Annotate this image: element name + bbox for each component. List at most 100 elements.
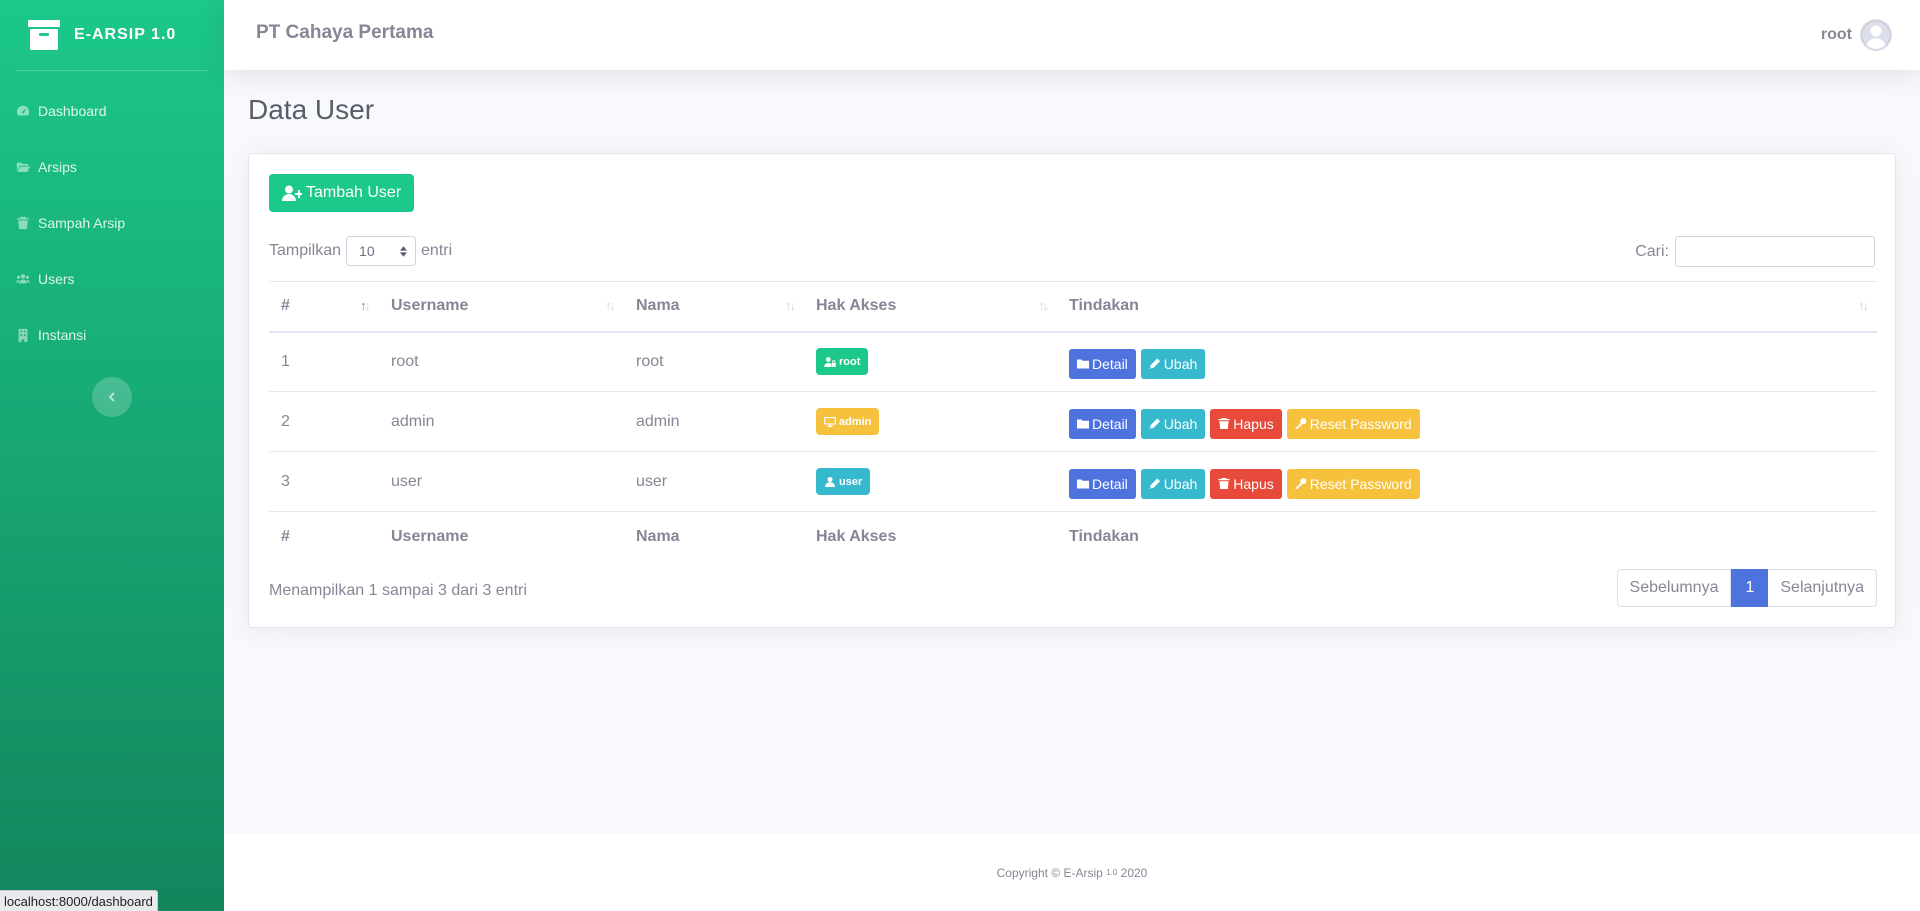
column-header-hak-akses[interactable]: Hak Akses ↑↓ [804,281,1057,333]
footer-header-tindakan: Tindakan [1057,511,1877,562]
reset-password-button[interactable]: Reset Password [1286,408,1420,439]
page-title: Data User [248,94,375,125]
key-icon [1295,478,1307,489]
table-row: 3 user user user Detail Ubah Hapus [269,451,1877,512]
folder-icon [1077,479,1089,489]
pencil-icon [1149,358,1160,370]
table-footer-row: # Username Nama Hak Akses Tindakan [269,511,1877,562]
column-header-nama[interactable]: Nama ↑↓ [624,281,804,333]
sidebar-nav: Dashboard Arsips Sampah Arsip Users Inst… [0,83,224,363]
browser-status-bar: localhost:8000/dashboard [0,890,158,911]
key-icon [1295,418,1307,429]
edit-button[interactable]: Ubah [1140,408,1206,439]
table-row: 2 admin admin admin Detail Ubah Hapus [269,391,1877,452]
folder-icon [1077,359,1089,369]
column-header-label: Tindakan [1069,297,1139,315]
trash-icon [1218,418,1230,429]
brand-title: E-ARSIP 1.0 [74,26,177,43]
detail-label: Detail [1092,475,1128,492]
sidebar-item-label: Instansi [38,327,87,343]
user-avatar-icon [1860,19,1892,51]
sidebar-item-arsips[interactable]: Arsips [0,139,224,195]
column-header-label: # [281,297,290,315]
cell-actions: Detail Ubah [1057,332,1877,392]
cell-actions: Detail Ubah Hapus Reset Password [1057,391,1877,452]
company-name: PT Cahaya Pertama [256,22,434,43]
copyright-text: Copyright © E-Arsip [996,865,1103,880]
pagination-prev-button[interactable]: Sebelumnya [1616,569,1732,607]
length-prefix: Tampilkan [269,242,342,259]
cell-nama: user [624,451,804,512]
table-header-row: # ↑↓ Username ↑↓ Nama ↑↓ Hak Akses ↑↓ Tindak… [269,281,1877,333]
entries-select-value: 10 [359,243,375,259]
user-lock-icon [824,356,836,367]
cell-actions: Detail Ubah Hapus Reset Password [1057,451,1877,512]
column-header-label: Nama [636,297,680,315]
delete-button[interactable]: Hapus [1210,408,1282,439]
desktop-icon [824,416,836,427]
folder-open-icon [16,162,30,172]
sidebar-item-instansi[interactable]: Instansi [0,307,224,363]
sort-icon: ↑↓ [605,298,616,313]
role-badge-label: root [839,355,861,368]
users-icon [16,274,30,284]
search-input[interactable] [1675,236,1875,267]
sidebar-item-label: Arsips [38,159,77,175]
footer-header-nama: Nama [624,511,804,562]
edit-label: Ubah [1163,475,1198,492]
avatar [1860,19,1892,51]
entries-length: Tampilkan 10 entri [269,236,452,266]
detail-button[interactable]: Detail [1069,408,1136,439]
sidebar-divider [16,70,208,71]
add-user-button[interactable]: Tambah User [269,174,415,212]
cell-username: root [391,352,419,370]
sort-icon: ↑↓ [785,298,796,313]
footer-header-number: # [269,511,379,562]
chevron-left-icon [108,392,115,402]
detail-label: Detail [1092,355,1128,372]
table-info: Menampilkan 1 sampai 3 dari 3 entri [269,582,527,599]
role-badge-root: root [816,348,869,376]
table-search: Cari: [1635,236,1875,267]
column-header-number[interactable]: # ↑↓ [269,281,379,333]
detail-button[interactable]: Detail [1069,348,1136,379]
footer-header-username: Username [379,511,624,562]
sort-icon: ↑↓ [1858,298,1869,313]
column-header-username[interactable]: Username ↑↓ [379,281,624,333]
user-icon [825,476,835,487]
length-suffix: entri [421,242,453,259]
archive-icon [28,20,60,50]
sidebar-item-dashboard[interactable]: Dashboard [0,83,224,139]
brand-link[interactable]: E-ARSIP 1.0 [0,0,224,70]
role-badge-label: admin [839,415,872,428]
select-arrows-icon [400,245,408,257]
cell-number: 3 [269,451,379,512]
cell-nama: root [636,352,664,370]
edit-button[interactable]: Ubah [1140,348,1206,379]
column-header-tindakan[interactable]: Tindakan ↑↓ [1057,281,1877,333]
sidebar-toggle-button[interactable] [92,377,132,417]
user-name: root [1820,26,1852,43]
delete-button[interactable]: Hapus [1210,468,1282,499]
edit-button[interactable]: Ubah [1140,468,1206,499]
sidebar-item-label: Dashboard [38,103,107,119]
sidebar-item-users[interactable]: Users [0,251,224,307]
copyright-year: 2020 [1120,865,1148,880]
main-content: Data User Tambah User Tampilkan 10 entri… [224,70,1920,628]
pagination-next-button[interactable]: Selanjutnya [1768,569,1877,607]
sidebar: E-ARSIP 1.0 Dashboard Arsips Sampah Arsi… [0,0,224,911]
entries-select[interactable]: 10 [346,236,417,266]
reset-password-button[interactable]: Reset Password [1286,468,1420,499]
pagination-page-button[interactable]: 1 [1731,569,1769,607]
detail-button[interactable]: Detail [1069,468,1136,499]
cell-hak-akses: user [804,451,1057,512]
cell-hak-akses: admin [804,391,1057,452]
trash-icon [1218,478,1230,489]
sidebar-item-sampah-arsip[interactable]: Sampah Arsip [0,195,224,251]
reset-password-label: Reset Password [1309,415,1412,432]
copyright-version: 1.0 [1106,868,1118,877]
user-table-card: Tambah User Tampilkan 10 entri Cari: # ↑↓… [248,153,1896,628]
user-dropdown[interactable]: root [1821,19,1892,51]
edit-label: Ubah [1163,355,1198,372]
sidebar-toggle-wrap [0,377,224,417]
